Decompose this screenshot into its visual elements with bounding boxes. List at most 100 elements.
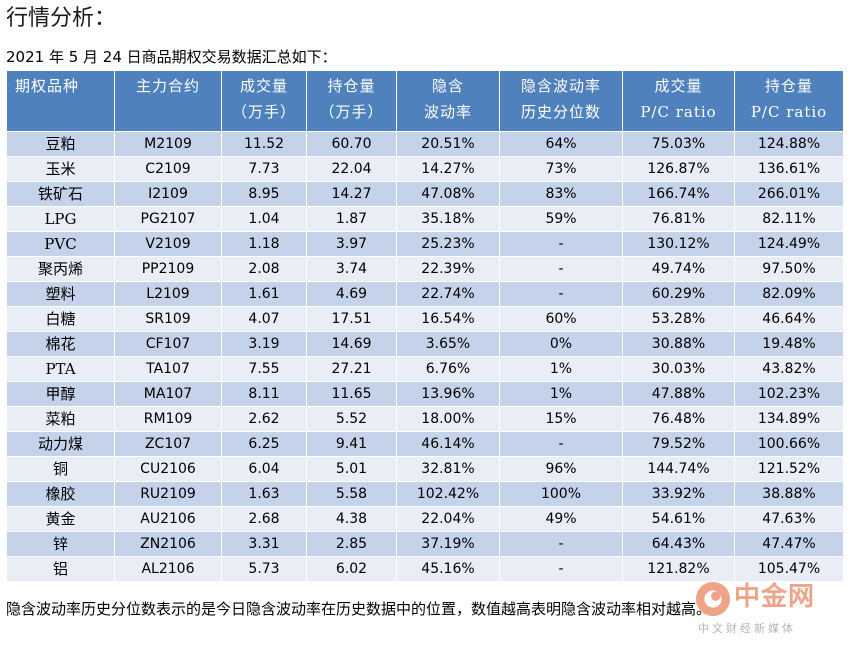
table-cell: 22.04 bbox=[306, 156, 397, 182]
table-cell: 3.19 bbox=[221, 331, 307, 357]
table-cell: 1% bbox=[499, 356, 623, 382]
table-cell: - bbox=[499, 556, 623, 582]
table-cell: 9.41 bbox=[306, 431, 397, 457]
table-cell: 6.02 bbox=[306, 556, 397, 582]
table-cell: 60% bbox=[499, 306, 623, 332]
table-cell: 47.88% bbox=[622, 381, 735, 407]
table-cell: 15% bbox=[499, 406, 623, 432]
table-cell: 5.73 bbox=[221, 556, 307, 582]
table-row: 菜粕 RM109 2.62 5.52 18.00% 15% 76.48% 134.89% bbox=[6, 406, 844, 432]
table-row: 塑料 L2109 1.61 4.69 22.74% -60.29% 82.09% bbox=[6, 281, 844, 307]
row-product-name: 橡胶 bbox=[6, 481, 115, 507]
table-cell: 79.52% bbox=[622, 431, 735, 457]
table-cell: 11.65 bbox=[306, 381, 397, 407]
table-row: 玉米 C2109 7.73 22.04 14.27% 73% 126.87% 136.61% bbox=[6, 156, 844, 182]
table-cell: 19.48% bbox=[734, 331, 844, 357]
table-cell: CF107 bbox=[114, 331, 222, 357]
table-cell: ZC107 bbox=[114, 431, 222, 457]
table-cell: 124.49% bbox=[734, 231, 844, 257]
table-row: PVC V2109 1.18 3.97 25.23% -130.12% 124.49% bbox=[6, 231, 844, 257]
watermark: 中金网 中文财经新媒体 bbox=[694, 576, 844, 642]
page-heading: 行情分析： bbox=[6, 6, 117, 31]
table-cell: 20.51% bbox=[396, 131, 500, 157]
table-cell: MA107 bbox=[114, 381, 222, 407]
table-row: LPG PG2107 1.04 1.87 35.18% 59% 76.81% 82.11% bbox=[6, 206, 844, 232]
table-cell: 6.25 bbox=[221, 431, 307, 457]
table-cell: 124.88% bbox=[734, 131, 844, 157]
table-cell: 16.54% bbox=[396, 306, 500, 332]
table-cell: 8.95 bbox=[221, 181, 307, 207]
table-cell: 47.47% bbox=[734, 531, 844, 557]
table-cell: 2.85 bbox=[306, 531, 397, 557]
table-cell: 37.19% bbox=[396, 531, 500, 557]
table-cell: 1.04 bbox=[221, 206, 307, 232]
table-cell: 4.07 bbox=[221, 306, 307, 332]
table-caption: 2021 年 5 月 24 日商品期权交易数据汇总如下： bbox=[6, 48, 337, 66]
table-cell: 18.00% bbox=[396, 406, 500, 432]
table-cell: 14.69 bbox=[306, 331, 397, 357]
table-cell: 266.01% bbox=[734, 181, 844, 207]
table-cell: 33.92% bbox=[622, 481, 735, 507]
table-cell: 14.27% bbox=[396, 156, 500, 182]
table-row: 黄金 AU2106 2.68 4.38 22.04% 49% 54.61% 47.63% bbox=[6, 506, 844, 532]
watermark-name: 中金网 bbox=[734, 582, 816, 612]
table-cell: - bbox=[499, 531, 623, 557]
table-cell: C2109 bbox=[114, 156, 222, 182]
table-cell: 83% bbox=[499, 181, 623, 207]
table-cell: 45.16% bbox=[396, 556, 500, 582]
column-header: 持仓量 （万手） bbox=[306, 70, 397, 132]
table-cell: 47.63% bbox=[734, 506, 844, 532]
table-cell: 22.74% bbox=[396, 281, 500, 307]
table-cell: 82.09% bbox=[734, 281, 844, 307]
table-cell: 5.58 bbox=[306, 481, 397, 507]
table-cell: 4.38 bbox=[306, 506, 397, 532]
table-cell: TA107 bbox=[114, 356, 222, 382]
table-cell: 1.61 bbox=[221, 281, 307, 307]
table-cell: 73% bbox=[499, 156, 623, 182]
table-cell: 43.82% bbox=[734, 356, 844, 382]
table-cell: - bbox=[499, 256, 623, 282]
table-cell: 5.01 bbox=[306, 456, 397, 482]
table-row: 铁矿石 I2109 8.95 14.27 47.08% 83% 166.74% 266.01% bbox=[6, 181, 844, 207]
watermark-tagline: 中文财经新媒体 bbox=[698, 622, 796, 635]
table-cell: 1.87 bbox=[306, 206, 397, 232]
table-cell: 60.70 bbox=[306, 131, 397, 157]
column-header: 成交量 P/C ratio bbox=[622, 70, 735, 132]
table-cell: 126.87% bbox=[622, 156, 735, 182]
table-cell: 13.96% bbox=[396, 381, 500, 407]
table-cell: L2109 bbox=[114, 281, 222, 307]
table-cell: 54.61% bbox=[622, 506, 735, 532]
table-cell: - bbox=[499, 281, 623, 307]
table-cell: 1.63 bbox=[221, 481, 307, 507]
table-cell: 2.08 bbox=[221, 256, 307, 282]
table-cell: 102.23% bbox=[734, 381, 844, 407]
table-row: 豆粕 M2109 11.52 60.70 20.51% 64% 75.03% 124.88% bbox=[6, 131, 844, 157]
table-cell: 5.52 bbox=[306, 406, 397, 432]
table-cell: 53.28% bbox=[622, 306, 735, 332]
table-cell: 3.97 bbox=[306, 231, 397, 257]
table-cell: 121.52% bbox=[734, 456, 844, 482]
table-cell: 35.18% bbox=[396, 206, 500, 232]
table-cell: 59% bbox=[499, 206, 623, 232]
table-row: 铜 CU2106 6.04 5.01 32.81% 96% 144.74% 121.52% bbox=[6, 456, 844, 482]
table-cell: RM109 bbox=[114, 406, 222, 432]
column-header: 主力合约 bbox=[114, 70, 222, 132]
column-header: 成交量 （万手） bbox=[221, 70, 307, 132]
table-cell: - bbox=[499, 231, 623, 257]
table-cell: 64% bbox=[499, 131, 623, 157]
row-product-name: 棉花 bbox=[6, 331, 115, 357]
table-cell: 22.39% bbox=[396, 256, 500, 282]
table-cell: 11.52 bbox=[221, 131, 307, 157]
table-cell: I2109 bbox=[114, 181, 222, 207]
table-cell: 4.69 bbox=[306, 281, 397, 307]
table-cell: - bbox=[499, 431, 623, 457]
column-header: 持仓量 P/C ratio bbox=[734, 70, 844, 132]
table-cell: 64.43% bbox=[622, 531, 735, 557]
table-cell: AL2106 bbox=[114, 556, 222, 582]
table-cell: 121.82% bbox=[622, 556, 735, 582]
row-product-name: 塑料 bbox=[6, 281, 115, 307]
table-cell: 166.74% bbox=[622, 181, 735, 207]
table-cell: 49% bbox=[499, 506, 623, 532]
table-cell: CU2106 bbox=[114, 456, 222, 482]
table-cell: 134.89% bbox=[734, 406, 844, 432]
